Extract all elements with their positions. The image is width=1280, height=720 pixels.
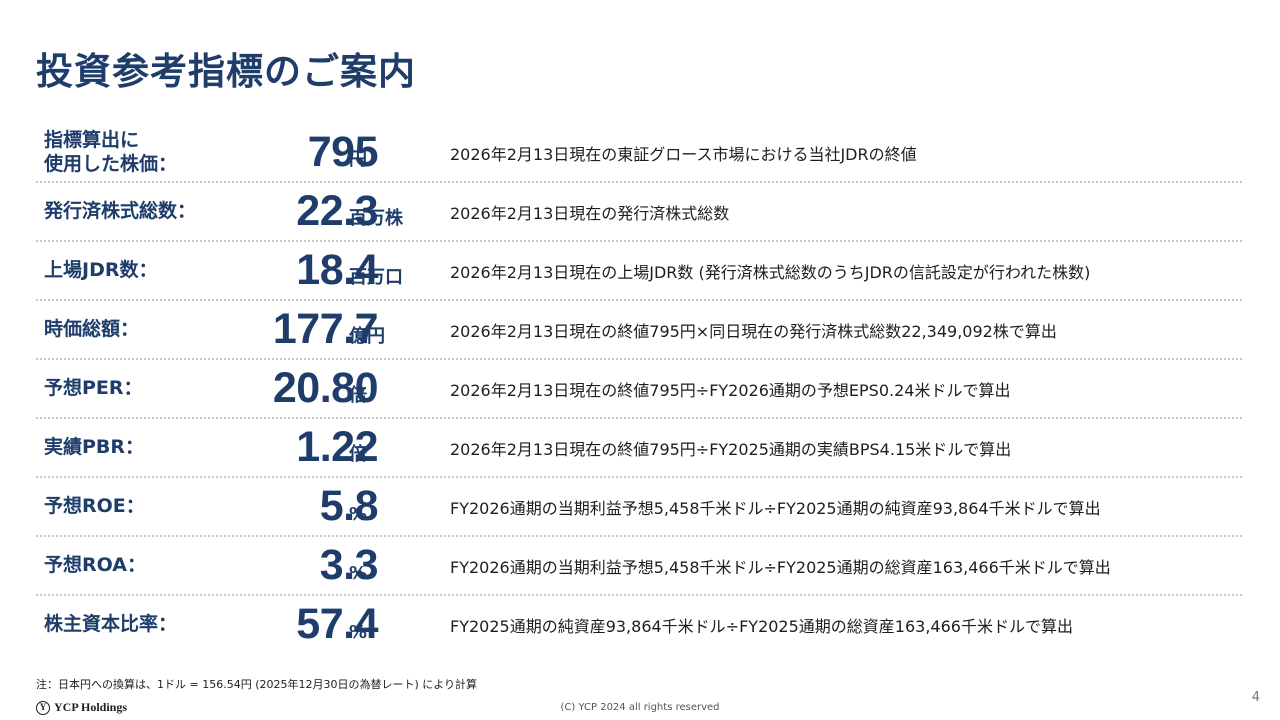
indicator-unit: 倍 [349, 444, 367, 465]
indicator-description: FY2025通期の純資産93,864千米ドル÷FY2025通期の総資産163,4… [450, 616, 1073, 636]
indicator-description: 2026年2月13日現在の東証グロース市場における当社JDRの終値 [450, 144, 917, 164]
indicator-label: 予想ROE： [44, 494, 145, 517]
indicator-label-line2: 使用した株価： [44, 152, 178, 175]
indicator-unit: 億円 [349, 326, 385, 347]
indicator-value: 22.3 [296, 187, 378, 235]
indicator-row-shares-outstanding: 発行済株式総数： 22.3 百万株 2026年2月13日現在の発行済株式総数 [36, 183, 1242, 242]
copyright: (C) YCP 2024 all rights reserved [560, 702, 720, 713]
indicator-row-stock-price: 指標算出に 使用した株価： 795 円 2026年2月13日現在の東証グロース市… [36, 124, 1242, 183]
indicator-row-forecast-roa: 予想ROA： 3.3 % FY2026通期の当期利益予想5,458千米ドル÷FY… [36, 537, 1242, 596]
indicator-description: FY2026通期の当期利益予想5,458千米ドル÷FY2025通期の純資産93,… [450, 498, 1101, 518]
indicator-unit: % [349, 563, 368, 584]
indicator-label-line1: 指標算出に [44, 128, 140, 151]
company-logo: Y YCP Holdings [36, 700, 127, 715]
company-logo-text: YCP Holdings [54, 700, 128, 714]
indicator-unit: 円 [349, 149, 367, 170]
indicator-label: 株主資本比率： [44, 612, 178, 635]
indicator-description: 2026年2月13日現在の上場JDR数 (発行済株式総数のうちJDRの信託設定が… [450, 262, 1091, 282]
indicator-unit: % [349, 622, 368, 643]
indicator-description: 2026年2月13日現在の終値795円×同日現在の発行済株式総数22,349,0… [450, 321, 1057, 341]
indicator-label: 上場JDR数： [44, 258, 158, 281]
indicator-row-listed-jdr: 上場JDR数： 18.4 百万口 2026年2月13日現在の上場JDR数 (発行… [36, 242, 1242, 301]
indicator-unit: 百万株 [349, 208, 403, 229]
footnote: 注：日本円への換算は、1ドル = 156.54円 (2025年12月30日の為替… [36, 678, 478, 691]
indicator-label: 予想ROA： [44, 553, 146, 576]
indicator-value: 795 [307, 128, 379, 176]
indicator-value: 18.4 [296, 246, 378, 294]
indicator-row-equity-ratio: 株主資本比率： 57.4 % FY2025通期の純資産93,864千米ドル÷FY… [36, 596, 1242, 653]
indicator-label: 時価総額： [44, 317, 140, 340]
indicator-row-forecast-per: 予想PER： 20.80 倍 2026年2月13日現在の終値795円÷FY202… [36, 360, 1242, 419]
indicator-description: 2026年2月13日現在の発行済株式総数 [450, 203, 730, 223]
indicator-label: 実績PBR： [44, 435, 145, 458]
page-number: 4 [1251, 690, 1260, 705]
indicator-row-actual-pbr: 実績PBR： 1.22 倍 2026年2月13日現在の終値795円÷FY2025… [36, 419, 1242, 478]
indicator-label: 発行済株式総数： [44, 199, 197, 222]
indicator-description: 2026年2月13日現在の終値795円÷FY2025通期の実績BPS4.15米ド… [450, 439, 1012, 459]
indicator-row-forecast-roe: 予想ROE： 5.8 % FY2026通期の当期利益予想5,458千米ドル÷FY… [36, 478, 1242, 537]
page-title: 投資参考指標のご案内 [36, 50, 416, 93]
indicator-value: 20.80 [272, 364, 379, 412]
indicator-value: 1.22 [296, 423, 378, 471]
indicator-unit: 倍 [349, 385, 367, 406]
indicator-value: 177.7 [272, 305, 379, 353]
indicator-value: 57.4 [296, 600, 378, 648]
indicator-label: 予想PER： [44, 376, 143, 399]
indicator-description: FY2026通期の当期利益予想5,458千米ドル÷FY2025通期の総資産163… [450, 557, 1111, 577]
indicator-value: 3.3 [319, 541, 379, 589]
indicator-label: 指標算出に 使用した株価： [44, 124, 177, 181]
indicator-unit: % [349, 504, 368, 525]
indicator-table: 指標算出に 使用した株価： 795 円 2026年2月13日現在の東証グロース市… [36, 124, 1242, 653]
indicator-row-market-cap: 時価総額： 177.7 億円 2026年2月13日現在の終値795円×同日現在の… [36, 301, 1242, 360]
indicator-unit: 百万口 [349, 267, 403, 288]
ycp-logo-icon: Y [36, 700, 50, 715]
indicator-description: 2026年2月13日現在の終値795円÷FY2026通期の予想EPS0.24米ド… [450, 380, 1011, 400]
indicator-value: 5.8 [319, 482, 379, 530]
